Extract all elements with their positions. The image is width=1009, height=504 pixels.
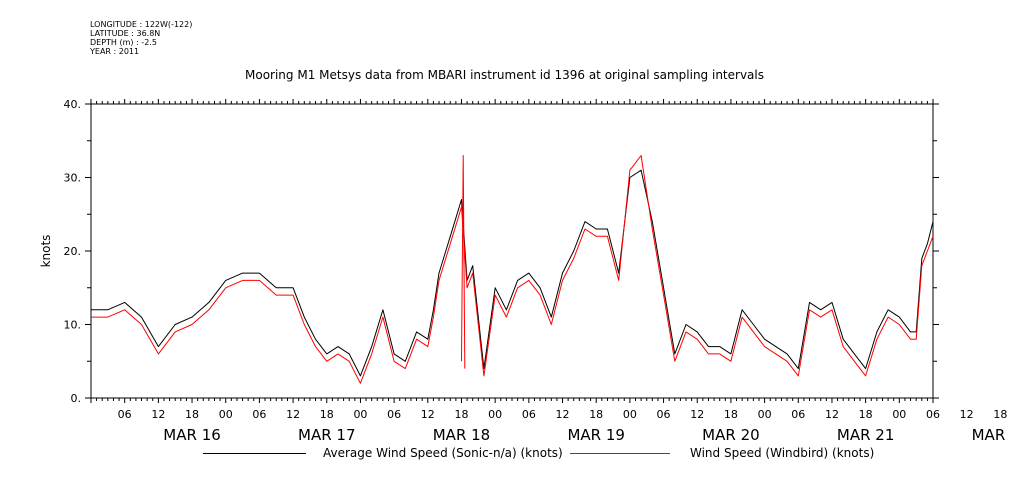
x-tick-label: 12 — [286, 408, 300, 421]
series-line-2 — [461, 155, 466, 369]
y-tick-labels: 0. 10. 20. 30. 40. — [64, 98, 82, 405]
series-line-1 — [91, 155, 934, 384]
y-tick-label: 0. — [71, 392, 82, 405]
x-tick-label: 18 — [859, 408, 873, 421]
legend-label-average: Average Wind Speed (Sonic-n/a) (knots) — [323, 446, 563, 460]
x-tick-label: 12 — [556, 408, 570, 421]
series-line-0 — [91, 169, 934, 377]
x-tick-label: 18 — [454, 408, 468, 421]
x-tick-label: 18 — [993, 408, 1007, 421]
y-axis-label: knots — [39, 235, 53, 268]
y-tick-label: 30. — [64, 172, 82, 185]
depth-text: DEPTH (m) : -2.5 — [90, 38, 157, 47]
x-tick-label: 06 — [791, 408, 805, 421]
day-label: MAR 20 — [702, 426, 759, 444]
x-tick-label: 06 — [926, 408, 940, 421]
chart-title: Mooring M1 Metsys data from MBARI instru… — [245, 68, 764, 82]
axis-ticks — [85, 99, 939, 403]
x-tick-label: 06 — [118, 408, 132, 421]
y-tick-label: 10. — [64, 319, 82, 332]
legend-swatch-windbird — [570, 453, 670, 454]
day-label: MAR 18 — [433, 426, 490, 444]
y-tick-label: 20. — [64, 245, 82, 258]
year-text: YEAR : 2011 — [90, 47, 140, 56]
day-label: MAR 17 — [298, 426, 355, 444]
x-tick-label: 12 — [151, 408, 165, 421]
x-tick-label: 00 — [892, 408, 906, 421]
day-label: MAR 22 — [972, 426, 1009, 444]
x-tick-label: 00 — [623, 408, 637, 421]
x-tick-label: 00 — [758, 408, 772, 421]
x-tick-label: 00 — [353, 408, 367, 421]
y-tick-label: 40. — [64, 98, 82, 111]
x-tick-label: 00 — [488, 408, 502, 421]
metadata-block: LONGITUDE : 122W(-122) LATITUDE : 36.8N … — [90, 20, 192, 56]
x-tick-label: 06 — [657, 408, 671, 421]
x-tick-label: 00 — [219, 408, 233, 421]
x-tick-label: 06 — [252, 408, 266, 421]
plot-frame — [90, 103, 934, 399]
legend-label-windbird: Wind Speed (Windbird) (knots) — [690, 446, 875, 460]
x-tick-label: 18 — [589, 408, 603, 421]
latitude-text: LATITUDE : 36.8N — [90, 29, 161, 38]
day-label: MAR 19 — [567, 426, 624, 444]
x-tick-label: 18 — [320, 408, 334, 421]
x-tick-label: 12 — [421, 408, 435, 421]
day-label: MAR 16 — [163, 426, 220, 444]
longitude-text: LONGITUDE : 122W(-122) — [90, 20, 193, 29]
series-group — [91, 155, 934, 384]
day-label: MAR 21 — [837, 426, 894, 444]
x-tick-label: 06 — [522, 408, 536, 421]
x-tick-label: 06 — [387, 408, 401, 421]
x-tick-label: 18 — [724, 408, 738, 421]
x-tick-label: 12 — [825, 408, 839, 421]
x-tick-labels: 06 12 18 00 06 12 18 00 06 12 18 00 06 12 18 00 06 12 18 00… — [118, 408, 1009, 444]
x-tick-label: 18 — [185, 408, 199, 421]
x-tick-label: 12 — [960, 408, 974, 421]
legend-swatch-average — [203, 453, 306, 454]
x-tick-label: 12 — [690, 408, 704, 421]
